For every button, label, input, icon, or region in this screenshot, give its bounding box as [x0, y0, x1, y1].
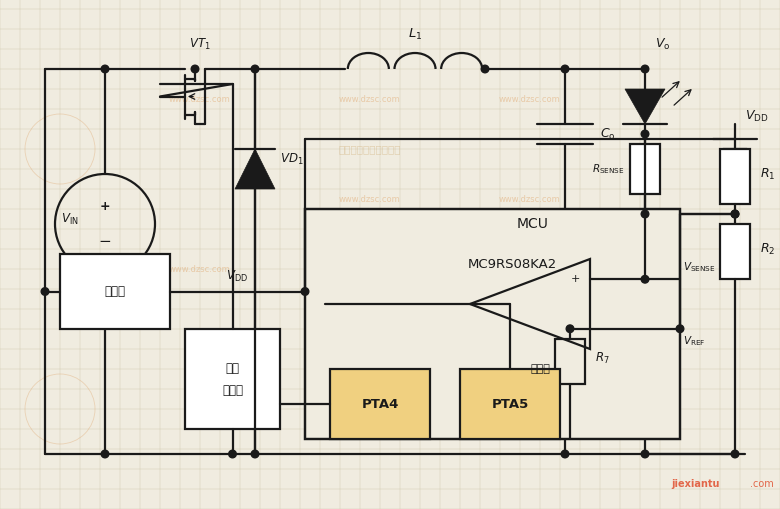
Circle shape: [301, 288, 309, 295]
Text: $R_2$: $R_2$: [760, 241, 775, 257]
Circle shape: [731, 210, 739, 218]
Circle shape: [41, 288, 49, 295]
Circle shape: [641, 130, 649, 138]
Polygon shape: [235, 149, 275, 189]
Circle shape: [561, 450, 569, 458]
Circle shape: [101, 450, 108, 458]
Text: $V_{\rm DD}$: $V_{\rm DD}$: [226, 268, 249, 284]
Text: MCU: MCU: [516, 217, 548, 231]
Text: www.dzsc.com: www.dzsc.com: [499, 95, 561, 103]
Text: PTA5: PTA5: [491, 398, 529, 410]
Circle shape: [731, 450, 739, 458]
Text: MC9RS08KA2: MC9RS08KA2: [468, 258, 557, 270]
Bar: [720, 149, 750, 204]
Text: www.dzsc.com: www.dzsc.com: [339, 354, 401, 363]
Text: 维库电子市场网: 维库电子市场网: [338, 304, 382, 314]
Text: www.dzsc.com: www.dzsc.com: [499, 194, 561, 204]
Bar: [460, 369, 560, 439]
Text: +: +: [570, 274, 580, 284]
Bar: [330, 369, 430, 439]
Circle shape: [566, 325, 574, 332]
Circle shape: [191, 65, 199, 73]
Bar: [305, 209, 680, 439]
Text: $VD_1$: $VD_1$: [280, 152, 303, 166]
Text: 杭州浴睿科技有限公司: 杭州浴睿科技有限公司: [339, 144, 401, 154]
Circle shape: [641, 275, 649, 283]
Bar: [555, 339, 585, 384]
Text: PTA4: PTA4: [361, 398, 399, 410]
Text: 调压器: 调压器: [105, 285, 126, 298]
Text: $R_1$: $R_1$: [760, 166, 775, 182]
Text: 转换器: 转换器: [222, 384, 243, 398]
Text: $C_{\rm o}$: $C_{\rm o}$: [600, 126, 615, 142]
Circle shape: [641, 210, 649, 218]
Text: www.dzsc.com: www.dzsc.com: [339, 265, 401, 273]
Text: $V_{\rm REF}$: $V_{\rm REF}$: [683, 334, 705, 348]
Text: 电平: 电平: [225, 362, 239, 376]
Text: $V_{\rm o}$: $V_{\rm o}$: [655, 37, 671, 51]
Text: www.dzsc.com: www.dzsc.com: [499, 265, 561, 273]
Bar: [630, 144, 660, 194]
Text: +: +: [100, 200, 110, 212]
Circle shape: [251, 65, 259, 73]
Circle shape: [676, 325, 684, 332]
Text: www.dzsc.com: www.dzsc.com: [169, 95, 231, 103]
Circle shape: [731, 210, 739, 218]
Text: www.dzsc.com: www.dzsc.com: [339, 95, 401, 103]
Circle shape: [561, 65, 569, 73]
Text: $VT_1$: $VT_1$: [190, 37, 211, 51]
Text: jiexiantu: jiexiantu: [672, 479, 720, 489]
Text: www.dzsc.com: www.dzsc.com: [499, 354, 561, 363]
Circle shape: [101, 65, 108, 73]
Bar: [185, 329, 280, 429]
Text: $R_7$: $R_7$: [595, 351, 610, 366]
Text: $V_{\rm DD}$: $V_{\rm DD}$: [745, 109, 768, 124]
Text: www.dzsc.com: www.dzsc.com: [169, 265, 231, 273]
Text: $L_1$: $L_1$: [408, 26, 422, 42]
Polygon shape: [625, 89, 665, 124]
Circle shape: [641, 450, 649, 458]
Bar: [60, 254, 170, 329]
Text: 比较器: 比较器: [530, 364, 550, 374]
Circle shape: [251, 450, 259, 458]
Text: $V_{\rm IN}$: $V_{\rm IN}$: [61, 211, 79, 227]
Text: www.dzsc.com: www.dzsc.com: [339, 194, 401, 204]
Text: $R_{\rm SENSE}$: $R_{\rm SENSE}$: [593, 162, 625, 176]
Text: .com: .com: [750, 479, 774, 489]
Circle shape: [481, 65, 489, 73]
Text: −: −: [569, 322, 581, 336]
Circle shape: [641, 65, 649, 73]
Text: $V_{\rm SENSE}$: $V_{\rm SENSE}$: [683, 261, 715, 274]
Circle shape: [229, 450, 236, 458]
Bar: [720, 224, 750, 279]
Text: −: −: [98, 235, 112, 249]
